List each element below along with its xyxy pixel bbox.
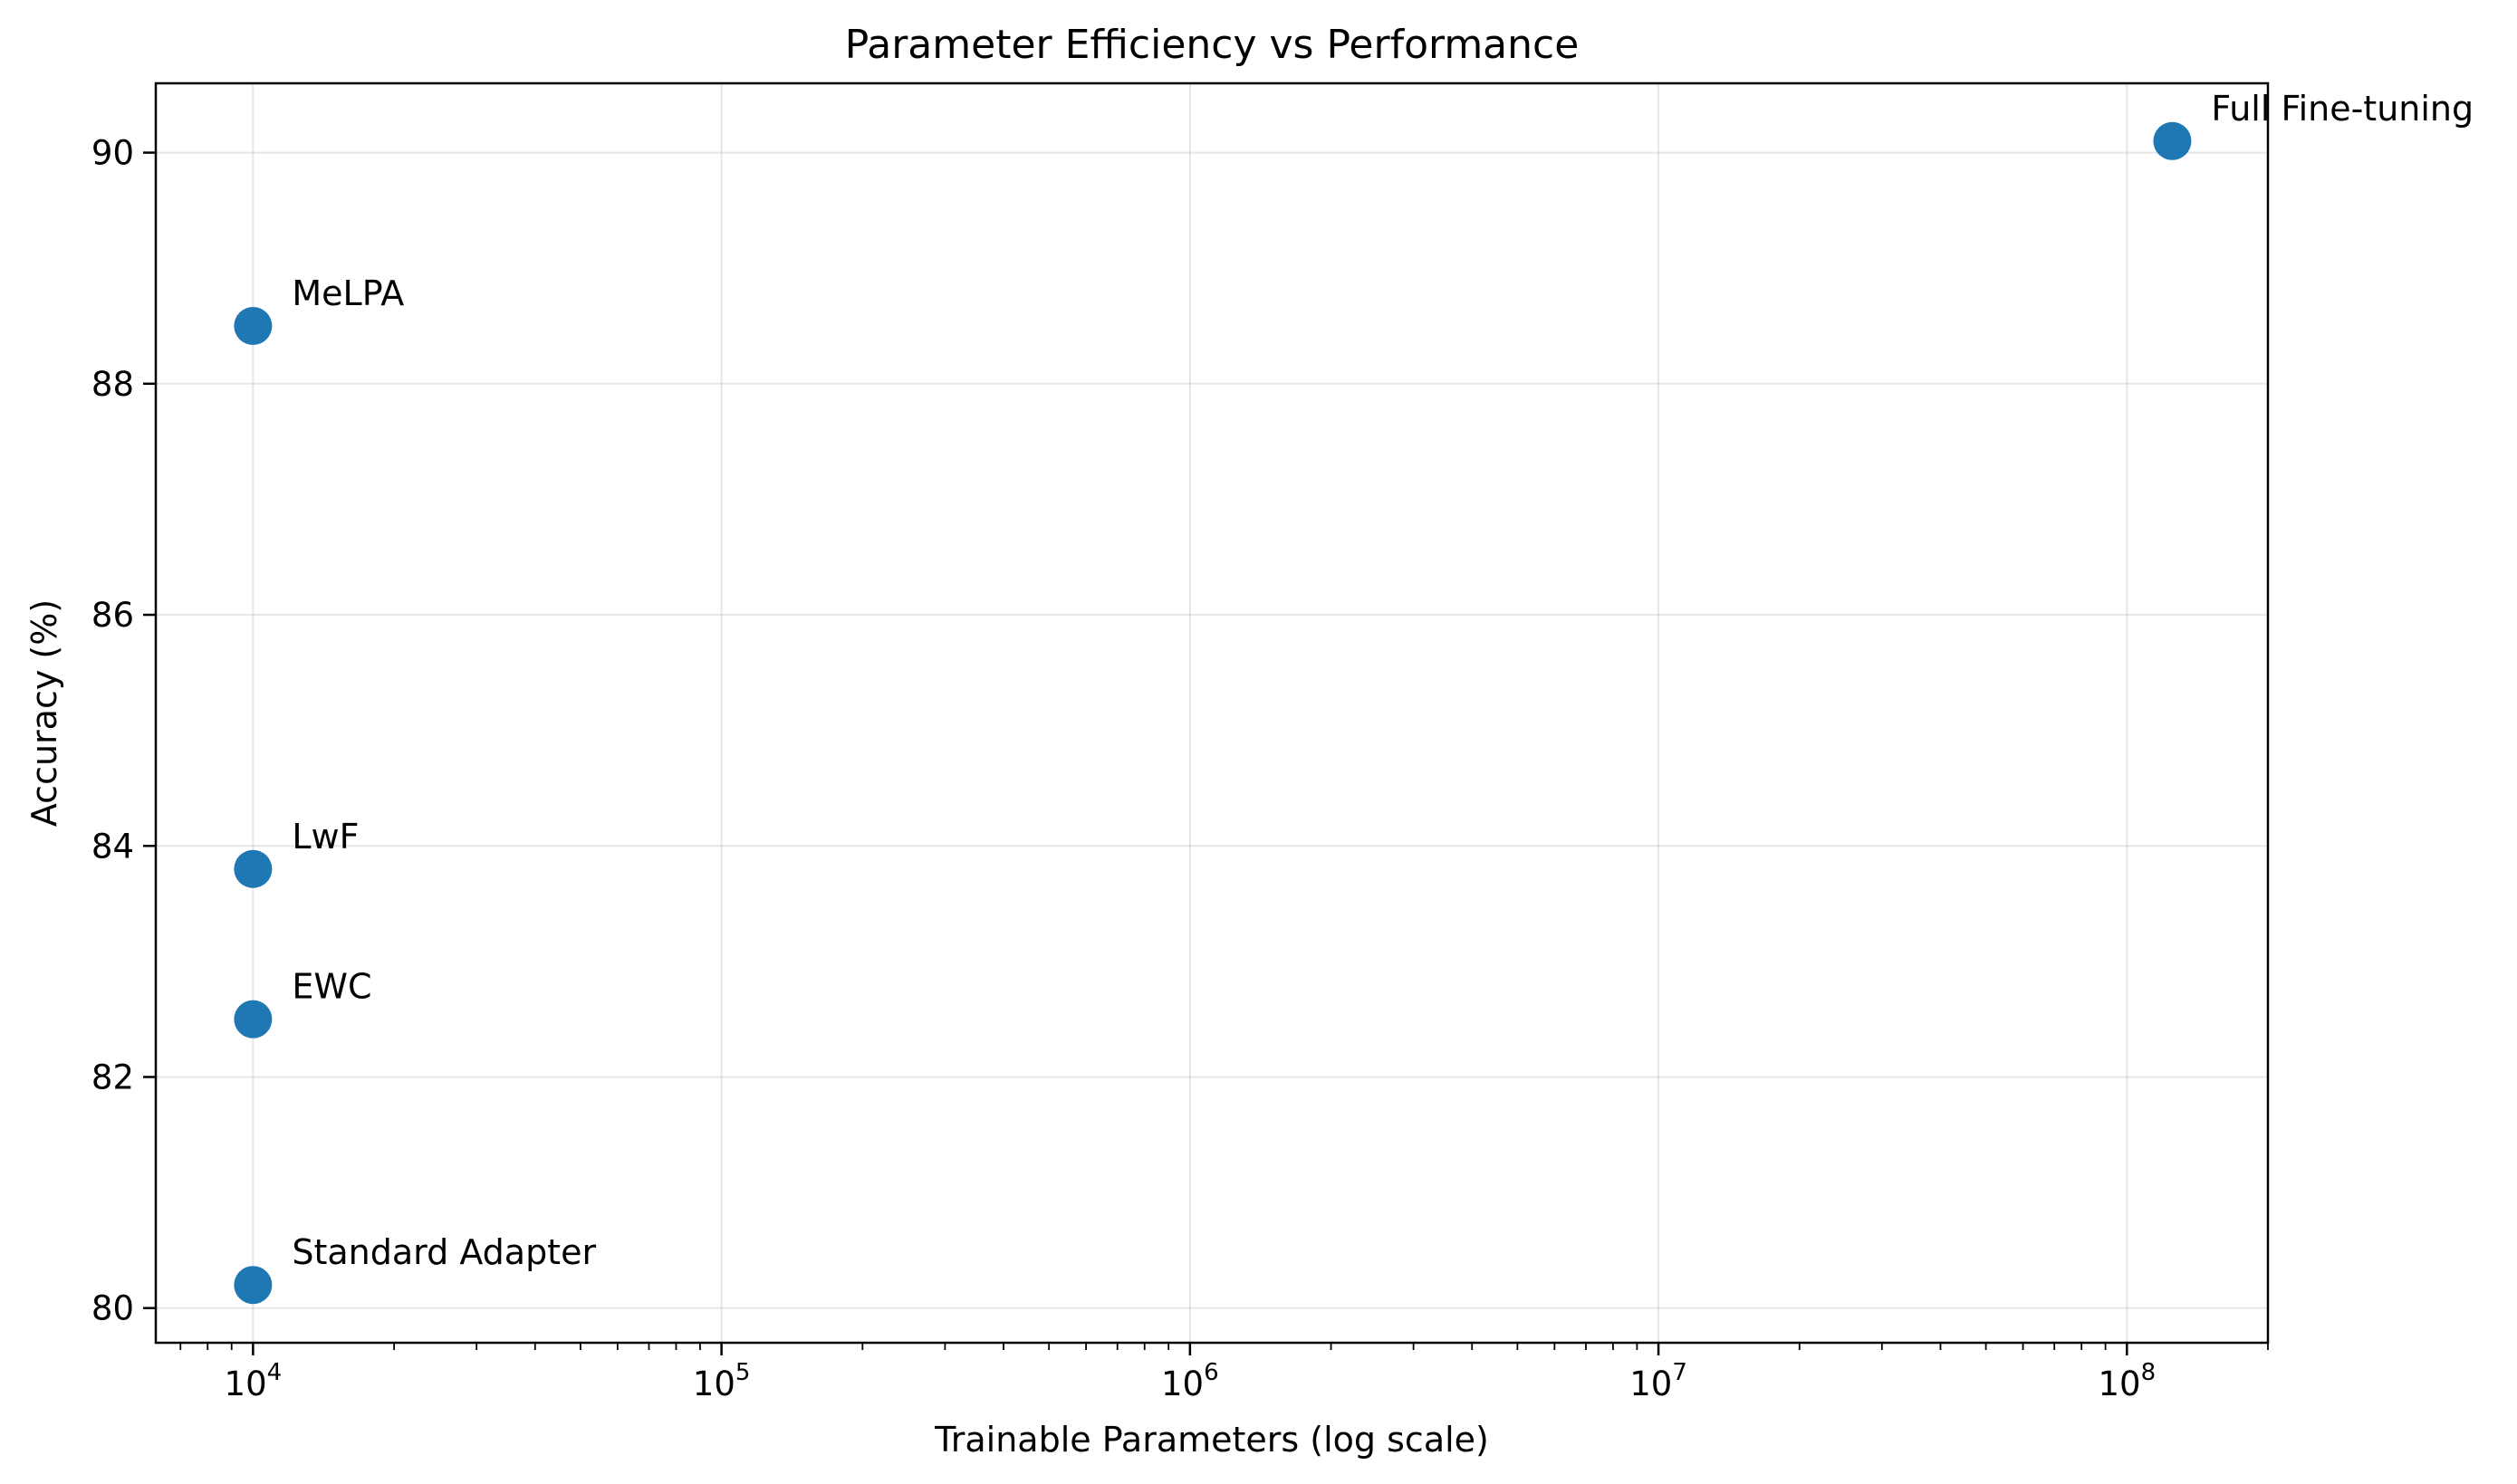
data-points (234, 121, 2192, 1305)
point-label: LwF (292, 817, 359, 857)
data-point (2153, 121, 2192, 160)
grid-lines (156, 83, 2268, 1343)
y-tick-label: 84 (91, 827, 134, 866)
y-tick-label: 88 (91, 365, 134, 404)
y-axis-ticks: 80 82 84 86 88 90 (91, 134, 156, 1328)
y-tick-label: 86 (91, 596, 134, 635)
chart-title: Parameter Efficiency vs Performance (845, 22, 1580, 68)
x-tick-label: 108 (2098, 1359, 2156, 1403)
point-label: Full Fine-tuning (2211, 89, 2474, 129)
x-tick-label: 106 (1161, 1359, 1219, 1403)
point-label: EWC (292, 967, 371, 1007)
data-point (234, 306, 273, 345)
x-axis-label: Trainable Parameters (log scale) (934, 1420, 1489, 1460)
point-label: MeLPA (292, 273, 404, 313)
point-annotations: Full Fine-tuning MeLPA LwF EWC Standard Adap… (292, 89, 2474, 1272)
data-point (234, 1000, 273, 1039)
x-axis-ticks: 104 105 106 107 108 (225, 1343, 2156, 1403)
y-tick-label: 80 (91, 1289, 134, 1328)
plot-area-frame (154, 81, 2270, 1345)
x-tick-label: 107 (1629, 1359, 1687, 1403)
y-tick-label: 90 (91, 134, 134, 173)
data-point (234, 849, 273, 888)
data-point (234, 1266, 273, 1305)
x-tick-label: 105 (693, 1359, 751, 1403)
y-tick-label: 82 (91, 1058, 134, 1096)
point-label: Standard Adapter (292, 1232, 596, 1272)
x-minor-ticks (179, 1343, 2269, 1350)
y-axis-label: Accuracy (%) (24, 599, 64, 827)
x-tick-label: 104 (225, 1359, 283, 1403)
